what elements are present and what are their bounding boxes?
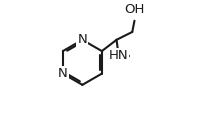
Text: N: N [58,67,68,80]
Text: HN: HN [109,49,129,62]
Text: N: N [78,33,87,46]
Text: OH: OH [124,3,145,16]
